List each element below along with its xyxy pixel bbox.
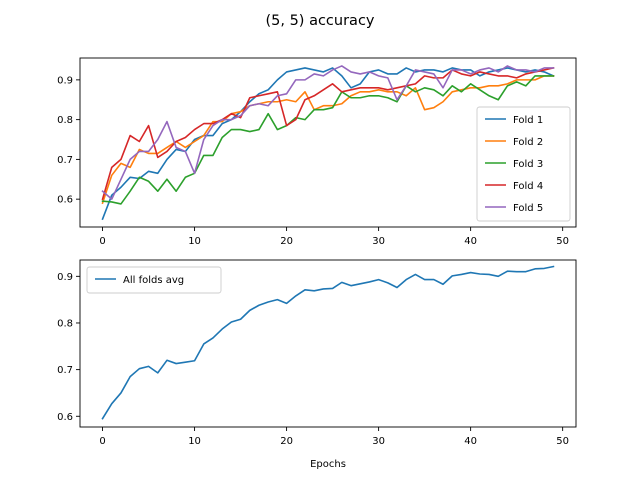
x-tick-label: 50 xyxy=(556,236,569,247)
legend-label: Fold 1 xyxy=(513,115,543,126)
y-tick-label: 0.7 xyxy=(57,155,73,166)
x-tick-label: 0 xyxy=(99,436,105,447)
series-line-fold-5 xyxy=(101,65,555,200)
x-tick-label: 30 xyxy=(372,236,385,247)
legend-box xyxy=(86,266,222,294)
y-tick-label: 0.8 xyxy=(57,115,73,126)
legend-label: Fold 3 xyxy=(513,159,543,170)
series-line-fold-3 xyxy=(101,75,555,205)
x-tick-label: 40 xyxy=(464,236,477,247)
legend: Fold 1 Fold 2 Fold 3 Fold 4 Fold 5 xyxy=(476,106,571,222)
legend-box xyxy=(476,106,571,222)
x-tick-label: 10 xyxy=(188,236,201,247)
x-tick-label: 20 xyxy=(280,236,293,247)
legend-label: All folds avg xyxy=(123,275,184,286)
x-tick-label: 30 xyxy=(372,436,385,447)
x-tick-label: 40 xyxy=(464,436,477,447)
x-tick-label: 10 xyxy=(188,436,201,447)
y-tick-label: 0.8 xyxy=(57,318,73,329)
legend-label: Fold 4 xyxy=(513,181,543,192)
series-line-fold-2 xyxy=(101,75,555,205)
legend-label: Fold 5 xyxy=(513,203,543,214)
y-tick-label: 0.6 xyxy=(57,412,73,423)
y-tick-label: 0.6 xyxy=(57,195,73,206)
axes-frame xyxy=(79,259,577,428)
legend: All folds avg xyxy=(86,266,222,294)
average-accuracy-panel: 0 10 20 30 40 50 0.6 0.7 0.8 0.9 Epochs All folds a… xyxy=(57,259,577,470)
x-tick-label: 20 xyxy=(280,436,293,447)
legend-label: Fold 2 xyxy=(513,137,543,148)
series-line-all-folds-avg xyxy=(101,265,555,420)
y-tick-label: 0.9 xyxy=(57,75,73,86)
series-line-fold-4 xyxy=(101,66,555,201)
series-line-fold-1 xyxy=(101,67,555,221)
x-tick-label: 50 xyxy=(556,436,569,447)
y-tick-label: 0.7 xyxy=(57,365,73,376)
axes-frame xyxy=(79,57,577,228)
x-tick-label: 0 xyxy=(99,236,105,247)
figure-title: (5, 5) accuracy xyxy=(265,13,374,29)
y-tick-label: 0.9 xyxy=(57,272,73,283)
x-axis-label: Epochs xyxy=(310,459,346,470)
